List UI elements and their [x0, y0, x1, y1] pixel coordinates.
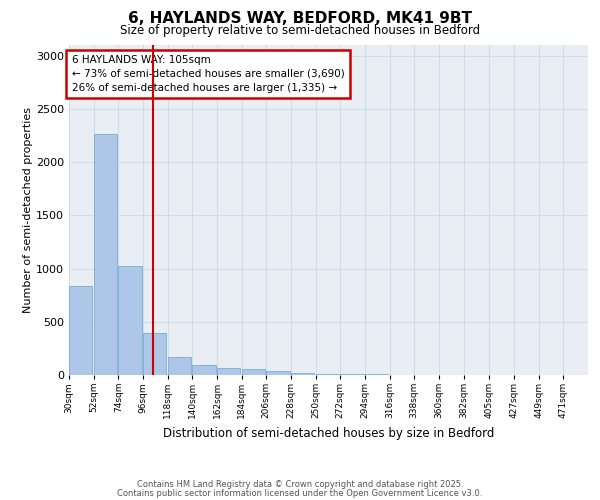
Bar	[143, 334, 166, 375]
Bar	[365, 374, 388, 375]
Y-axis label: Number of semi-detached properties: Number of semi-detached properties	[23, 107, 33, 313]
Text: Size of property relative to semi-detached houses in Bedford: Size of property relative to semi-detach…	[120, 24, 480, 37]
Bar	[94, 134, 117, 375]
Bar	[266, 370, 290, 375]
Text: 6, HAYLANDS WAY, BEDFORD, MK41 9BT: 6, HAYLANDS WAY, BEDFORD, MK41 9BT	[128, 11, 472, 26]
Bar	[69, 286, 92, 375]
Bar	[118, 266, 142, 375]
Text: 6 HAYLANDS WAY: 105sqm
← 73% of semi-detached houses are smaller (3,690)
26% of : 6 HAYLANDS WAY: 105sqm ← 73% of semi-det…	[71, 55, 344, 93]
Bar	[217, 368, 241, 375]
Text: Contains public sector information licensed under the Open Government Licence v3: Contains public sector information licen…	[118, 488, 482, 498]
Bar	[340, 374, 364, 375]
Bar	[242, 369, 265, 375]
Bar	[291, 373, 314, 375]
Bar	[193, 365, 216, 375]
Bar	[316, 374, 339, 375]
X-axis label: Distribution of semi-detached houses by size in Bedford: Distribution of semi-detached houses by …	[163, 426, 494, 440]
Bar	[167, 358, 191, 375]
Text: Contains HM Land Registry data © Crown copyright and database right 2025.: Contains HM Land Registry data © Crown c…	[137, 480, 463, 489]
